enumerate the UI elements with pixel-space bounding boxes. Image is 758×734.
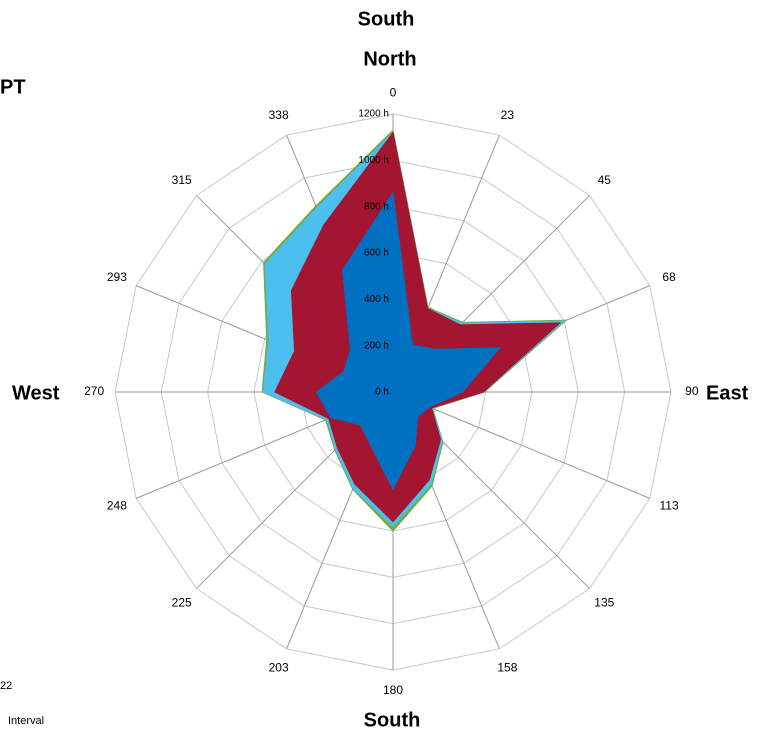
y-tick-label: 600 h (364, 248, 389, 259)
spoke-label: 338 (269, 108, 289, 122)
labels: 0 23 45 68 90 113 135 158 180 203 225 248 270 293 315 3… (84, 85, 699, 697)
spoke-label: 90 (685, 384, 699, 398)
top-label: South (358, 8, 415, 30)
east-label: East (706, 382, 749, 404)
left-text: Interval (8, 715, 44, 727)
spoke-label: 113 (660, 499, 679, 513)
left-number: 22 (0, 680, 12, 692)
spoke-label: 248 (107, 499, 127, 513)
west-label: West (12, 382, 60, 404)
y-tick-label: 200 h (364, 340, 389, 351)
spoke-label: 135 (594, 595, 614, 609)
y-tick-label: 1000 h (358, 155, 389, 166)
series-area (274, 131, 562, 523)
bottom-label: South (364, 709, 421, 731)
spoke-label: 23 (501, 108, 515, 122)
areas (261, 129, 568, 532)
spoke-label: 68 (662, 270, 676, 284)
spoke-label: 315 (172, 173, 192, 187)
spoke-label: 180 (383, 683, 403, 697)
y-tick-label: 0 h (375, 387, 389, 398)
spoke-label: 203 (269, 660, 289, 674)
spoke-label: 293 (107, 270, 127, 284)
spoke-label: 45 (598, 173, 612, 187)
y-tick-label: 400 h (364, 294, 389, 305)
series-area (315, 191, 502, 491)
spoke-label: 225 (172, 595, 192, 609)
spoke (392, 391, 651, 499)
corner-label: PT (0, 76, 26, 98)
spoke-label: 270 (84, 384, 104, 398)
north-label: North (363, 48, 416, 70)
y-tick-label: 800 h (364, 201, 389, 212)
spoke-label: 0 (390, 85, 397, 99)
y-tick-label: 1200 h (358, 109, 389, 120)
grid (114, 113, 672, 671)
spoke-label: 158 (497, 660, 517, 674)
